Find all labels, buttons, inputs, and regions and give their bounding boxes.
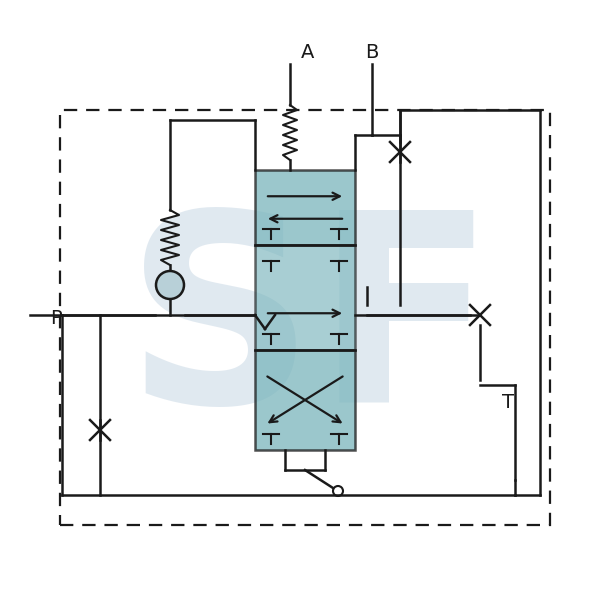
Bar <box>255 350 355 450</box>
Text: SF: SF <box>125 202 495 458</box>
Text: A: A <box>301 43 314 61</box>
Bar <box>255 170 355 245</box>
Bar <box>60 110 550 525</box>
Circle shape <box>156 271 184 299</box>
Text: B: B <box>365 43 379 61</box>
Text: T: T <box>502 394 514 413</box>
Bar <box>255 245 355 350</box>
Text: P: P <box>50 308 62 328</box>
